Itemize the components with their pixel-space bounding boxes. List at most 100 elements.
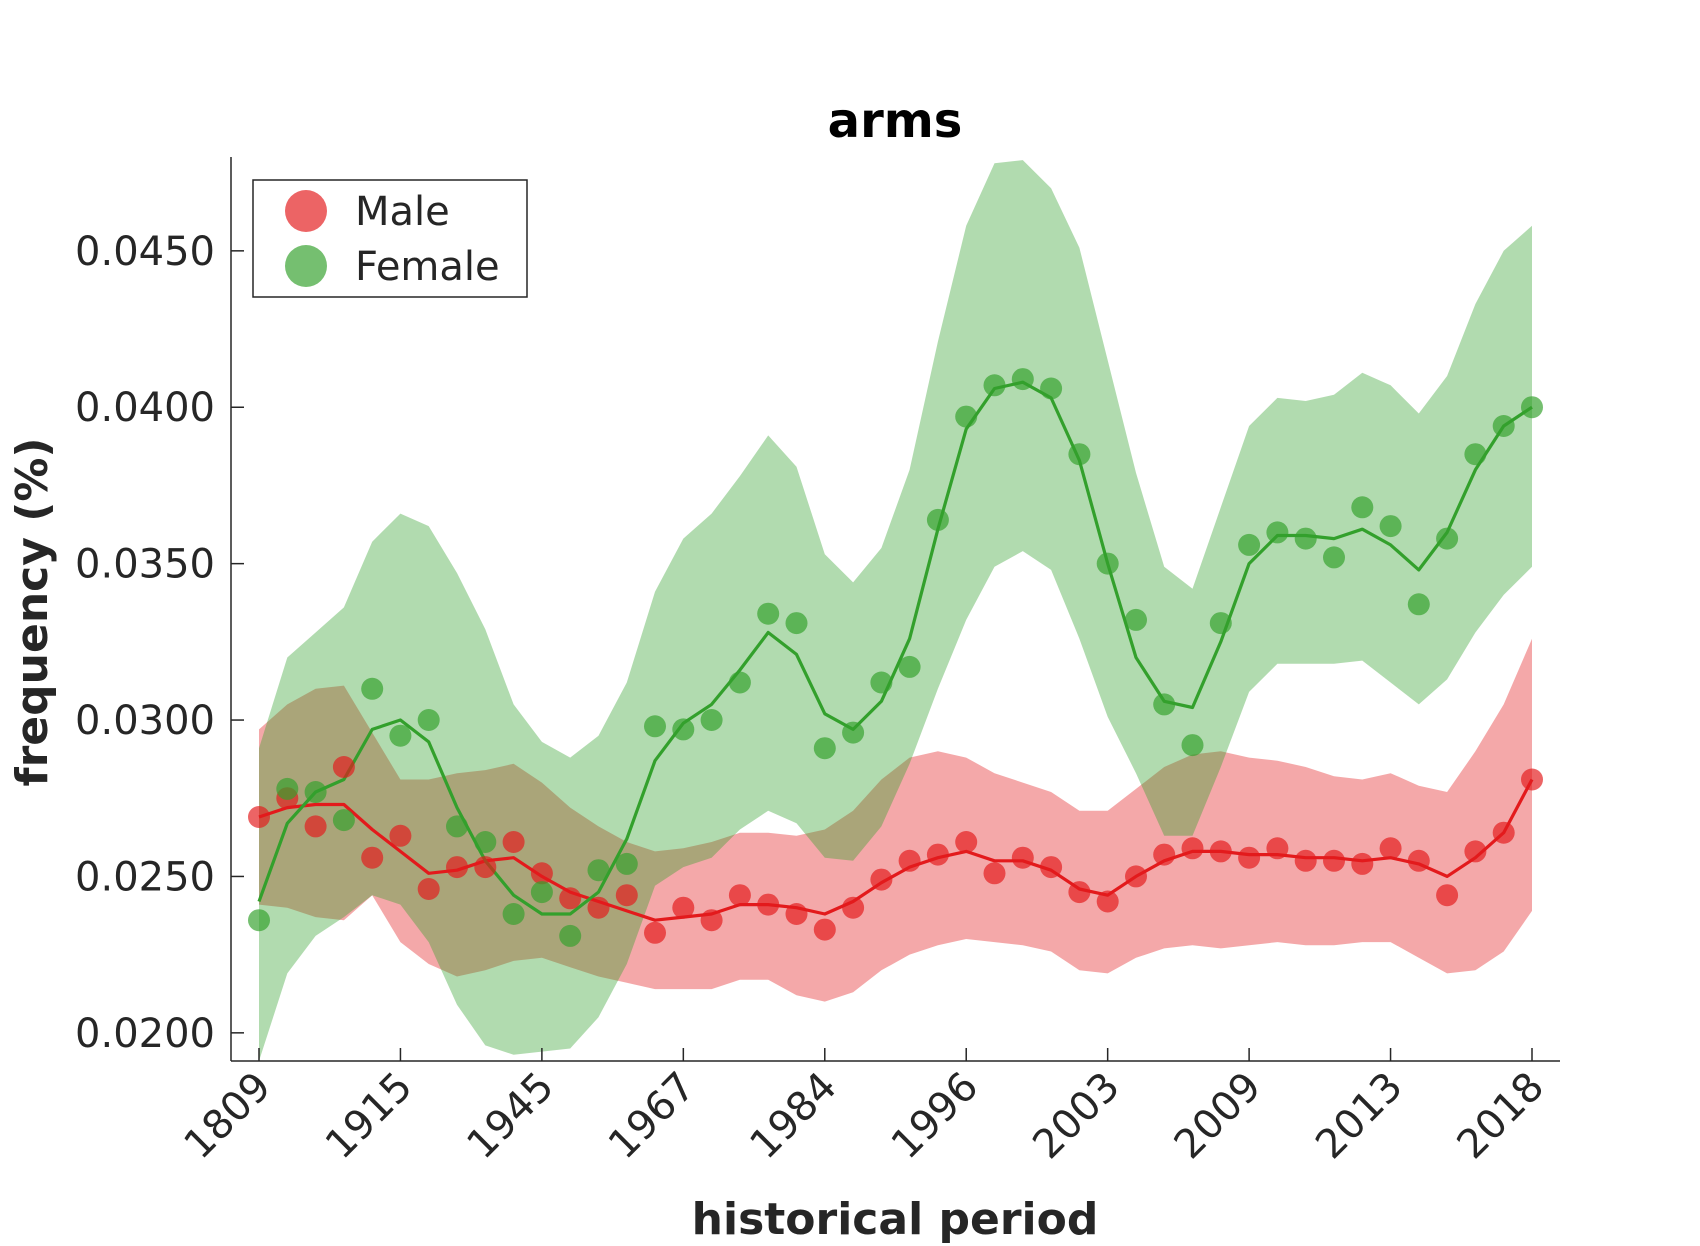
female-point — [502, 903, 525, 925]
legend: Male Female — [252, 179, 528, 298]
female-point — [1266, 521, 1289, 544]
male-point — [785, 903, 808, 925]
male-point — [361, 846, 384, 869]
female-point — [870, 671, 893, 694]
male-point — [1153, 843, 1176, 866]
female-point — [1323, 546, 1345, 569]
female-point — [1294, 527, 1317, 550]
y-tick-label: 0.0200 — [75, 1011, 215, 1057]
female-point — [304, 781, 327, 803]
male-point — [1096, 890, 1119, 913]
y-tick-label: 0.0300 — [75, 698, 215, 744]
male-point — [1068, 881, 1091, 904]
female-point — [1068, 443, 1091, 466]
female-point — [1407, 593, 1430, 616]
female-point — [1011, 368, 1034, 391]
male-point — [1379, 837, 1402, 860]
male-point — [1181, 837, 1204, 860]
male-point — [304, 815, 327, 838]
male-point — [1209, 840, 1232, 863]
trend-lines — [257, 380, 1534, 922]
male-point — [644, 921, 666, 944]
female-point — [587, 859, 610, 882]
female-point — [728, 671, 751, 694]
confidence-bands — [259, 160, 1532, 1062]
male-point — [332, 756, 355, 778]
male-point — [700, 909, 723, 932]
female-point — [361, 677, 384, 700]
legend-marker-male — [285, 190, 327, 232]
female-point — [1238, 533, 1261, 556]
male-point — [530, 862, 553, 885]
y-tick-label: 0.0350 — [75, 542, 215, 588]
female-point — [644, 715, 666, 738]
x-axis-label: historical period — [692, 1194, 1099, 1245]
male-point — [983, 862, 1006, 885]
female-point — [898, 655, 921, 678]
male-point — [1351, 852, 1374, 875]
male-point — [559, 887, 582, 910]
female-point — [1125, 608, 1147, 631]
male-point — [1294, 849, 1317, 872]
male-point — [757, 893, 780, 916]
male-point — [672, 896, 695, 919]
female-point — [530, 881, 553, 904]
male-point — [1436, 884, 1459, 907]
female-point — [1040, 377, 1063, 400]
female-trend-line — [257, 380, 1533, 916]
legend-label-female: Female — [355, 244, 500, 290]
male-point — [898, 849, 921, 872]
male-point — [474, 856, 497, 879]
female-point — [757, 602, 780, 625]
male-point — [813, 918, 836, 941]
legend-marker-female — [285, 245, 327, 287]
male-trend-line — [258, 778, 1534, 922]
female-point — [1521, 396, 1543, 419]
chart-title: arms — [828, 93, 963, 149]
female-point — [1096, 552, 1119, 575]
female-point — [842, 721, 865, 744]
male-point — [870, 868, 893, 891]
female-point — [446, 815, 468, 838]
female-point — [1153, 693, 1176, 716]
female-point — [276, 777, 299, 800]
female-point — [1379, 515, 1402, 538]
male-point — [1011, 846, 1034, 869]
male-point — [1492, 821, 1515, 844]
female-point — [813, 737, 836, 760]
male-point — [502, 831, 525, 853]
female-point — [983, 374, 1006, 397]
female-point — [955, 405, 978, 428]
male-point — [1040, 856, 1063, 879]
female-point — [1436, 527, 1459, 550]
female-point — [474, 831, 497, 853]
male-point — [1125, 865, 1147, 888]
male-point — [1323, 849, 1345, 872]
male-point — [417, 878, 440, 900]
female-point — [248, 909, 270, 932]
female-point — [389, 724, 412, 747]
female-point — [1181, 734, 1204, 757]
female-point — [700, 709, 723, 731]
male-point — [926, 843, 949, 866]
male-point — [248, 806, 270, 828]
male-point — [446, 856, 468, 879]
y-axis-label: frequency (%) — [7, 437, 58, 786]
female-point — [1351, 496, 1374, 519]
male-point — [1521, 768, 1543, 791]
legend-label-male: Male — [355, 189, 450, 235]
male-point — [1407, 849, 1430, 872]
female-point — [559, 924, 582, 947]
female-point — [615, 852, 638, 875]
female-point — [417, 709, 440, 731]
female-point — [926, 508, 949, 531]
female-point — [1492, 415, 1515, 437]
male-point — [1266, 837, 1289, 860]
male-point — [587, 896, 610, 919]
male-point — [1238, 846, 1261, 869]
male-confidence-band — [259, 638, 1532, 1002]
male-point — [1464, 840, 1487, 863]
female-point — [1464, 443, 1487, 466]
male-point — [842, 896, 865, 919]
